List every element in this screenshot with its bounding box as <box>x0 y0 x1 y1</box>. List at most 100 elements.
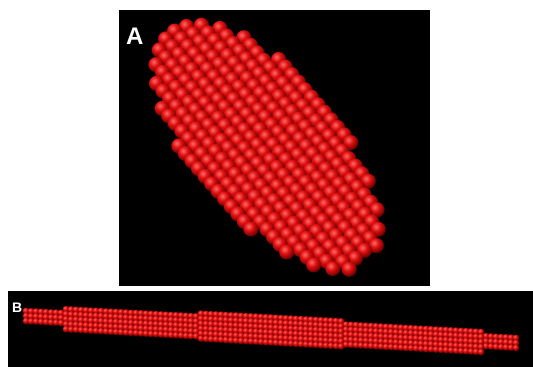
atom <box>462 347 470 355</box>
atom <box>212 321 220 328</box>
atom <box>367 327 375 335</box>
atom <box>222 311 230 319</box>
atom <box>162 326 170 333</box>
atom <box>417 345 425 352</box>
atom <box>327 327 335 334</box>
atom <box>217 331 225 338</box>
atom <box>172 332 180 339</box>
atom <box>342 341 350 348</box>
atom <box>282 340 290 347</box>
atom <box>177 312 185 319</box>
atom <box>397 344 405 351</box>
atom <box>112 318 120 326</box>
atom <box>337 328 345 335</box>
atom <box>217 326 225 333</box>
atom <box>112 313 120 321</box>
atom <box>382 343 390 350</box>
atom <box>192 328 200 335</box>
atom <box>207 336 215 343</box>
atom <box>306 257 322 273</box>
atom <box>172 312 180 319</box>
atom <box>202 320 210 328</box>
atom <box>352 336 360 344</box>
atom <box>477 348 485 356</box>
atom <box>307 331 315 338</box>
atom <box>287 340 295 347</box>
atom <box>107 308 115 315</box>
atom <box>387 343 395 351</box>
atom <box>502 344 510 351</box>
atom <box>327 342 335 349</box>
atom <box>257 338 265 346</box>
atom <box>147 325 155 333</box>
atom <box>47 309 55 316</box>
atom <box>502 339 510 346</box>
atom <box>307 316 315 323</box>
atom <box>352 326 360 334</box>
atom <box>137 320 145 327</box>
atom <box>112 323 120 331</box>
atom <box>227 312 235 319</box>
atom <box>212 326 220 333</box>
atom <box>157 311 165 318</box>
atom <box>327 337 335 344</box>
atom <box>392 344 400 351</box>
atom <box>62 311 70 318</box>
atom <box>232 337 240 344</box>
atom <box>167 331 175 339</box>
atom <box>492 338 500 345</box>
atom <box>92 327 100 334</box>
atom <box>457 337 465 345</box>
atom <box>62 321 70 328</box>
atom <box>472 338 480 345</box>
atom <box>152 325 160 333</box>
atom <box>277 339 285 347</box>
atom <box>197 335 205 342</box>
atom <box>57 319 65 327</box>
atom <box>87 317 95 324</box>
atom <box>62 306 70 313</box>
atom <box>292 325 300 332</box>
atom <box>427 346 435 353</box>
atom <box>497 343 505 351</box>
atom <box>337 343 345 350</box>
atom <box>272 319 280 326</box>
atom <box>402 339 410 347</box>
atom <box>137 310 145 317</box>
atom <box>237 332 245 339</box>
atom <box>252 318 260 325</box>
atom <box>187 332 195 340</box>
atom <box>247 333 255 340</box>
atom <box>122 314 130 321</box>
atom <box>287 335 295 342</box>
atom <box>292 320 300 327</box>
atom <box>367 332 375 340</box>
atom <box>147 330 155 338</box>
atom <box>372 328 380 335</box>
atom <box>87 307 95 314</box>
atom <box>457 327 465 335</box>
atom <box>27 308 35 315</box>
atom <box>402 324 410 332</box>
atom <box>452 332 460 339</box>
atom <box>37 313 45 320</box>
atom <box>47 314 55 321</box>
atom <box>477 333 485 341</box>
atom <box>262 324 270 331</box>
atom <box>202 335 210 343</box>
atom <box>487 333 495 340</box>
atom <box>362 342 370 349</box>
atom <box>442 336 450 344</box>
atom <box>147 310 155 318</box>
atom <box>102 308 110 315</box>
atom <box>422 325 430 333</box>
atom <box>277 334 285 342</box>
atom <box>272 324 280 331</box>
atom <box>382 328 390 335</box>
atom <box>302 321 310 328</box>
atom <box>362 332 370 339</box>
atom <box>402 334 410 342</box>
atom <box>287 315 295 322</box>
atom <box>227 327 235 334</box>
atom <box>122 329 130 336</box>
